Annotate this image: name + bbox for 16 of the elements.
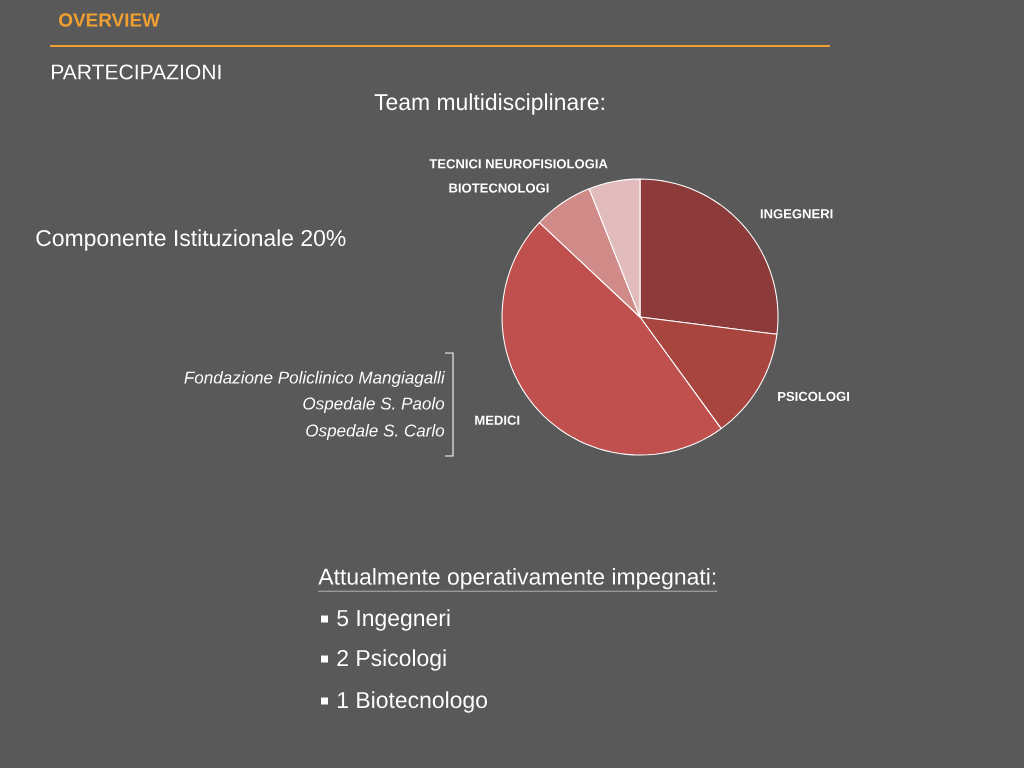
text: Fondazione Policlinico Mangiagalli [184,371,446,387]
slice-label: BIOTECNOLOGI [449,183,549,193]
slice-label: MEDICI [475,415,520,425]
text: 1 Biotecnologo [338,691,487,713]
text: 5 Ingegneri [337,609,450,631]
text: OVERVIEW [59,13,160,27]
slice-label: INGEGNERI [760,209,833,219]
text: Ospedale S. Carlo [306,424,445,440]
chart-title: Team multidisciplinare: [374,93,604,115]
text: Componente Istituzionale 20% [36,229,346,251]
text: 2 Psicologi [337,649,446,671]
text: Ospedale S. Paolo [303,397,445,413]
text: Attualmente operativamente impegnati: [318,567,716,590]
text: PARTECIPAZIONI [52,64,221,80]
slice-label: TECNICI NEUROFISIOLOGIA [429,159,608,169]
slice-label: PSICOLOGI [778,391,849,402]
